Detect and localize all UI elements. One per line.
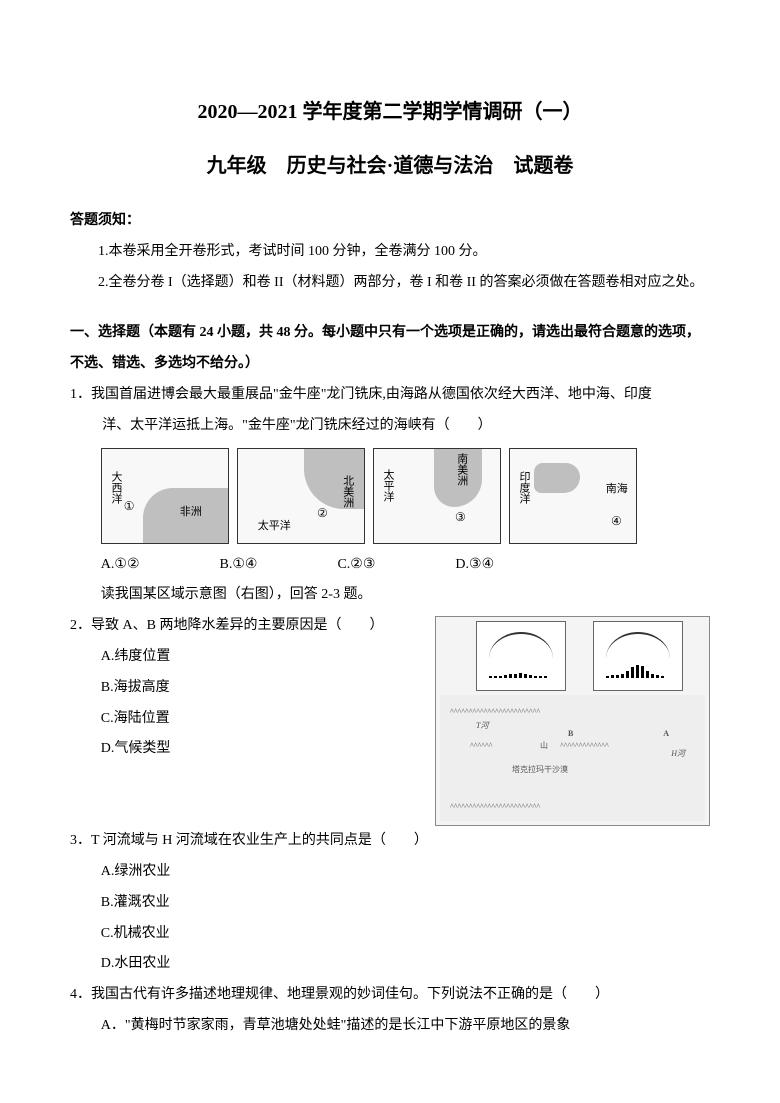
- map3-region: 南美洲: [450, 453, 474, 486]
- map1-region: 非洲: [180, 500, 202, 524]
- map3-num: ③: [455, 504, 466, 530]
- q3-option-c: C.机械农业: [70, 919, 710, 950]
- q1-choice-a: A.①②: [101, 550, 140, 581]
- exam-title-main: 2020—2021 学年度第二学期学情调研（一）: [70, 90, 710, 134]
- climate-chart-a: [476, 621, 566, 691]
- map2-ocean: 太平洋: [258, 514, 291, 538]
- q3-option-d: D.水田农业: [70, 949, 710, 980]
- notice-item-2: 2.全卷分卷 I（选择题）和卷 II（材料题）两部分，卷 I 和卷 II 的答案…: [70, 268, 710, 299]
- map2-num: ②: [317, 500, 328, 526]
- question-4: 4．我国古代有许多描述地理规律、地理景观的妙词佳句。下列说法不正确的是（ ） A…: [70, 980, 710, 1042]
- transition-2-3: 读我国某区域示意图（右图），回答 2-3 题。: [70, 580, 710, 611]
- label-desert: 塔克拉玛干沙漠: [512, 761, 568, 779]
- q1-maps-row: 大西洋 非洲 ① 北美洲 太平洋 ② 南美洲 太平洋 ③ 印度洋 南海 ④: [70, 448, 710, 544]
- q1-choice-b: B.①④: [220, 550, 258, 581]
- q1-stem-line1: 1．我国首届进博会最大最重展品"金牛座"龙门铣床,由海路从德国依次经大西洋、地中…: [70, 380, 710, 411]
- section-1-heading: 一、选择题（本题有 24 小题，共 48 分。每小题中只有一个选项是正确的，请选…: [70, 318, 710, 380]
- notice-item-1: 1.本卷采用全开卷形式，考试时间 100 分钟，全卷满分 100 分。: [70, 237, 710, 268]
- q1-stem-line2: 洋、太平洋运抵上海。"金牛座"龙门铣床经过的海峡有（ ）: [70, 411, 710, 442]
- map3-ocean: 太平洋: [376, 469, 400, 502]
- question-1: 1．我国首届进博会最大最重展品"金牛座"龙门铣床,由海路从德国依次经大西洋、地中…: [70, 380, 710, 580]
- q1-choice-c: C.②③: [337, 550, 375, 581]
- label-h-river: H河: [671, 745, 685, 763]
- label-mountain: 山: [540, 737, 548, 755]
- map4-num: ④: [611, 508, 622, 534]
- q3-option-a: A.绿洲农业: [70, 857, 710, 888]
- notice-heading: 答题须知：: [70, 206, 710, 237]
- q3-option-b: B.灌溉农业: [70, 888, 710, 919]
- map-tile-4: 印度洋 南海 ④: [509, 448, 637, 544]
- map4-ocean: 印度洋: [512, 471, 536, 504]
- climate-chart-b: [593, 621, 683, 691]
- label-point-b: B: [568, 725, 573, 743]
- map-tile-2: 北美洲 太平洋 ②: [237, 448, 365, 544]
- exam-title-sub: 九年级 历史与社会·道德与法治 试题卷: [70, 144, 710, 188]
- map2-region: 北美洲: [336, 475, 360, 508]
- label-t-river: T河: [476, 717, 488, 735]
- q1-choices: A.①② B.①④ C.②③ D.③④: [70, 550, 710, 581]
- q4-stem: 4．我国古代有许多描述地理规律、地理景观的妙词佳句。下列说法不正确的是（ ）: [70, 980, 710, 1011]
- map-region: ^^^^^^^^^^^^^^^^^^^^^^^^ ^^^^^^ 山 ^^^^^^…: [440, 695, 705, 821]
- map-tile-3: 南美洲 太平洋 ③: [373, 448, 501, 544]
- map4-region: 南海: [606, 477, 628, 501]
- map1-num: ①: [124, 493, 135, 519]
- region-figure: ^^^^^^^^^^^^^^^^^^^^^^^^ ^^^^^^ 山 ^^^^^^…: [435, 616, 710, 826]
- map-tile-1: 大西洋 非洲 ①: [101, 448, 229, 544]
- label-point-a: A: [663, 725, 669, 743]
- q4-option-a: A．"黄梅时节家家雨，青草池塘处处蛙"描述的是长江中下游平原地区的景象: [70, 1011, 710, 1042]
- q1-choice-d: D.③④: [455, 550, 494, 581]
